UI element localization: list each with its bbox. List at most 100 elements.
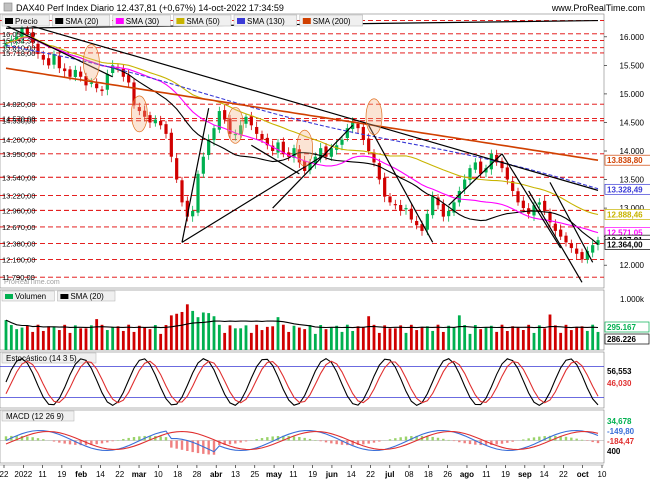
chart-title: DAX40 Perf Index Diario 12.437,81 (+0,67… [16,3,284,13]
volume-bar [527,324,531,350]
volume-bar [521,330,525,350]
macd-histogram-bar [159,436,162,441]
price-candle [377,163,381,180]
x-tick-label: jun [325,470,338,479]
y-tick-label: 15.000 [620,90,645,99]
macd-histogram-bar [559,436,562,441]
x-tick-label: 10 [598,470,607,479]
price-candle [468,168,472,180]
price-candle [516,191,520,203]
macd-histogram-bar [442,438,445,441]
axis-value-label: -184,47 [607,437,635,446]
price-candle [415,220,419,226]
price-candle [532,205,536,216]
macd-histogram-bar [532,437,536,441]
stochastic-d-line [5,360,599,404]
trend-line [549,182,594,263]
price-candle [308,162,312,171]
x-tick-label: 19 [308,470,317,479]
volume-bar [63,324,67,350]
macd-histogram-bar [260,438,264,441]
macd-histogram-bar [548,435,552,441]
legend-item [233,14,298,27]
macd-histogram-bar [42,439,45,441]
macd-histogram-bar [356,440,360,445]
axis-value-tag [604,239,650,250]
legend-swatch [176,18,185,24]
macd-histogram-bar [527,438,530,441]
volume-bar [217,324,221,350]
macd-histogram-bar [340,440,344,445]
legend-item [299,14,363,27]
macd-histogram-bar [234,440,237,444]
macd-histogram-bar [394,438,397,441]
price-candle [239,125,243,135]
price-candle [95,83,99,89]
header-bar: DAX40 Perf Index Diario 12.437,81 (+0,67… [0,0,650,14]
macd-histogram-bar [132,437,136,441]
y-tick-label: 14.500 [620,118,645,127]
volume-bar [516,326,520,350]
macd-histogram-bar [580,439,584,441]
legend-swatch [5,294,13,299]
volume-bar [388,328,392,350]
macd-histogram-bar [362,440,365,445]
price-candle [537,202,541,205]
legend-swatch [5,18,13,24]
support-level-label: 12.960,00 [2,206,35,215]
macd-histogram-bar [591,440,594,443]
volume-bar [47,326,51,350]
volume-bar [201,312,205,350]
trend-line [181,153,327,243]
price-candle [153,119,157,124]
macd-signal-line [5,430,599,451]
macd-histogram-bar [239,440,242,443]
support-level-label: 15.718,00 [2,49,35,58]
volume-bar [345,324,349,350]
macd-histogram-bar [20,436,24,441]
highlight-ellipse [296,129,314,167]
macd-histogram-bar [106,440,109,443]
legend-item [1,410,75,422]
price-candle [479,161,483,174]
macd-histogram-bar [388,439,392,441]
macd-histogram-bar [207,440,210,455]
legend-label: SMA (200) [313,17,351,26]
x-tick-label: 14 [540,470,549,479]
price-candle [57,55,61,69]
macd-histogram-bar [58,440,61,443]
volume-bar [132,331,136,350]
x-tick-label: 28 [192,470,201,479]
macd-histogram-bar [351,440,354,446]
volume-bar [505,330,509,350]
highlight-ellipse [130,95,148,133]
trend-line [501,153,562,249]
volume-bar [287,331,291,350]
macd-histogram-bar [484,440,488,446]
volume-bar [244,325,248,350]
price-candle [340,139,344,145]
y-tick-label: 12.000 [620,261,645,270]
macd-histogram-bar [330,440,333,444]
axis-value-label: 56,553 [607,367,632,376]
trend-line [181,108,210,243]
highlight-ellipse [82,44,100,81]
support-level-label: 13.950,00 [2,150,35,159]
legend-label: Volumen [15,292,46,301]
price-candle [148,115,152,123]
trend-line [5,24,113,78]
support-level-label: 11.790,00 [2,273,35,282]
price-candle [559,229,563,237]
legend-label: SMA (30) [126,17,160,26]
window-icon[interactable] [3,2,13,12]
axis-value-tag [604,183,650,195]
price-candle [4,43,8,46]
macd-histogram-bar [74,440,77,445]
volume-bar [415,330,419,350]
price-candle [500,160,504,169]
axis-value-label: -149,80 [607,427,635,436]
price-candle [329,148,333,157]
price-candle [244,116,248,124]
axis-value-label: 295.167 [607,323,636,332]
stochastic-k-line [5,357,599,407]
